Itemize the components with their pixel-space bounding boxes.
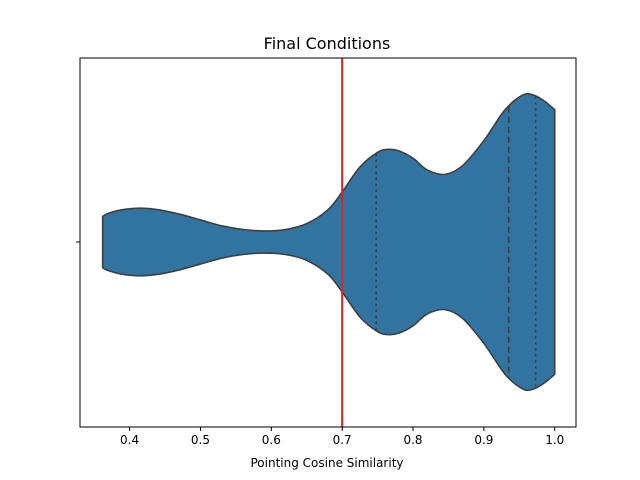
x-tick-label: 0.6 xyxy=(262,433,281,447)
x-tick-label: 1.0 xyxy=(545,433,564,447)
x-axis-label: Pointing Cosine Similarity xyxy=(250,456,403,470)
x-tick-label: 0.7 xyxy=(333,433,352,447)
violin-body xyxy=(101,92,556,392)
x-tick-label: 0.5 xyxy=(191,433,210,447)
x-tick-label: 0.9 xyxy=(474,433,493,447)
x-tick-label: 0.8 xyxy=(403,433,422,447)
x-axis-ticks: 0.4 0.5 0.6 0.7 0.8 0.9 1.0 xyxy=(120,427,564,447)
plot-area xyxy=(101,58,556,427)
x-tick-label: 0.4 xyxy=(120,433,139,447)
chart-title: Final Conditions xyxy=(264,34,391,53)
